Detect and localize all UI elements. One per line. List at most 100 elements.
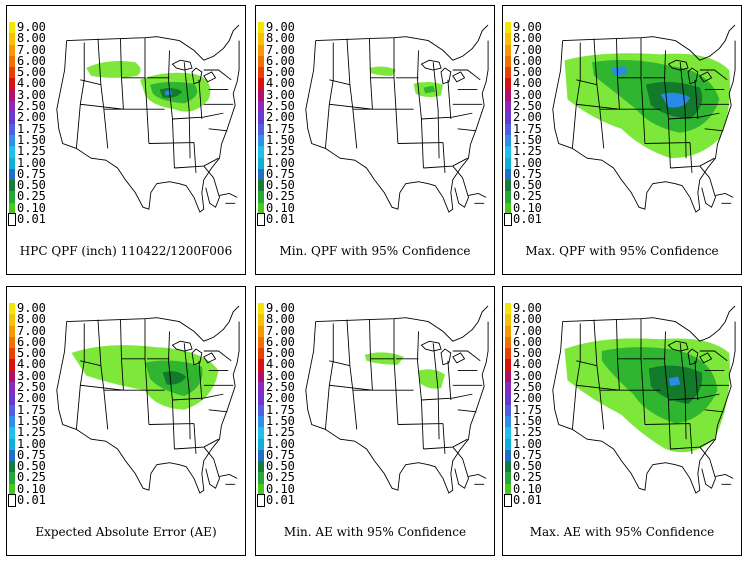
legend-label: 9.00 <box>513 20 542 34</box>
legend-swatch <box>9 325 15 337</box>
legend-swatch <box>258 438 264 450</box>
legend-row: 4.00 <box>258 358 298 371</box>
legend-swatch <box>505 303 511 315</box>
legend-row: 1.00 <box>258 157 298 169</box>
legend-row: 4.00 <box>9 358 49 371</box>
legend-row: 7.00 <box>258 42 298 57</box>
legend-swatch <box>258 404 264 416</box>
panel-title: Max. QPF with 95% Confidence <box>525 244 719 258</box>
color-legend: 9.00 8.00 7.00 6.00 5.00 4.00 3.00 2.50 2.00 1.75… <box>257 302 298 508</box>
color-legend: 9.00 8.00 7.00 6.00 5.00 4.00 3.00 2.50 2.00 1.75… <box>504 20 545 227</box>
legend-label: 0.25 <box>513 470 542 485</box>
legend-swatch <box>505 483 511 496</box>
legend-swatch <box>505 438 511 450</box>
legend-label: 2.00 <box>266 391 295 406</box>
legend-row: 4.00 <box>9 77 49 90</box>
legend-label: 5.00 <box>513 65 542 80</box>
legend-label: 0.25 <box>513 189 542 204</box>
legend-row: 3.00 <box>505 368 545 383</box>
legend-row: 5.00 <box>9 66 49 79</box>
legend-swatch <box>258 382 264 394</box>
legend-label: 0.01 <box>17 493 46 508</box>
legend-swatch <box>9 472 15 484</box>
legend-row: 0.01 <box>504 494 545 508</box>
legend-row: 7.00 <box>9 44 49 56</box>
legend-row: 0.50 <box>258 459 298 474</box>
legend-row: 1.75 <box>9 404 49 416</box>
legend-label: 2.50 <box>266 99 295 114</box>
legend-swatch <box>9 359 15 371</box>
panel-max-ae: 9.00 8.00 7.00 6.00 5.00 4.00 3.00 2.50 2.00 1.75… <box>502 286 742 556</box>
legend-label: 0.75 <box>17 166 46 181</box>
legend-row: 8.00 <box>258 313 298 326</box>
legend-swatch <box>505 393 511 405</box>
legend-row: 6.00 <box>505 336 545 349</box>
legend-row: 0.25 <box>505 470 545 485</box>
legend-swatch <box>9 191 15 203</box>
legend-label: 5.00 <box>266 346 295 361</box>
legend-swatch <box>9 89 15 102</box>
panel-expected-ae: 9.00 8.00 7.00 6.00 5.00 4.00 3.00 2.50 2.00 1.75… <box>6 286 246 556</box>
legend-label: 8.00 <box>17 312 46 327</box>
legend-label: 0.10 <box>266 481 295 496</box>
legend-swatch <box>8 213 16 227</box>
legend-swatch <box>9 44 15 56</box>
legend-label: 6.00 <box>266 53 295 68</box>
legend-row: 0.01 <box>257 494 298 508</box>
legend-row: 1.25 <box>9 426 49 439</box>
legend-swatch <box>505 202 511 215</box>
legend-row: 0.01 <box>504 212 545 227</box>
legend-row: 1.75 <box>505 404 545 416</box>
legend-row: 0.50 <box>9 460 49 473</box>
legend-label: 0.50 <box>266 459 295 474</box>
legend-row: 6.00 <box>9 336 49 349</box>
legend-swatch <box>9 393 15 405</box>
legend-swatch <box>505 78 511 90</box>
legend-label: 5.00 <box>513 346 542 361</box>
legend-row: 2.50 <box>9 100 49 113</box>
legend-label: 7.00 <box>266 42 295 57</box>
legend-row: 1.00 <box>258 438 298 450</box>
legend-label: 1.50 <box>513 413 542 428</box>
legend-label: 1.25 <box>17 144 46 159</box>
legend-row: 1.75 <box>9 123 49 135</box>
legend-row: 5.00 <box>505 65 545 80</box>
legend-swatch <box>258 303 264 315</box>
legend-label: 2.00 <box>513 391 542 406</box>
precip-map <box>552 305 736 494</box>
legend-label: 3.00 <box>513 368 542 383</box>
panel-min-ae: 9.00 8.00 7.00 6.00 5.00 4.00 3.00 2.50 2.00 1.75… <box>255 286 495 556</box>
legend-swatch <box>258 314 264 326</box>
legend-label: 0.10 <box>513 481 542 496</box>
legend-swatch <box>505 123 511 135</box>
legend-swatch <box>258 157 264 169</box>
precip-map <box>305 24 489 213</box>
legend-swatch <box>504 494 512 508</box>
legend-swatch <box>9 427 15 439</box>
legend-row: 7.00 <box>505 323 545 338</box>
legend-label: 7.00 <box>513 323 542 338</box>
precip-area <box>369 66 396 76</box>
legend-label: 0.10 <box>17 200 46 215</box>
precip-map <box>305 305 489 494</box>
legend-swatch <box>9 146 15 158</box>
precip-area <box>86 61 141 78</box>
legend-swatch <box>258 55 264 68</box>
legend-label: 1.75 <box>513 121 542 136</box>
legend-row: 4.00 <box>258 77 298 90</box>
legend-row: 0.75 <box>258 449 298 462</box>
legend-label: 0.01 <box>513 212 542 227</box>
legend-row: 0.75 <box>258 168 298 181</box>
legend-label: 0.50 <box>513 178 542 193</box>
legend-swatch <box>258 325 264 337</box>
legend-swatch <box>258 461 264 473</box>
color-legend: 9.00 8.00 7.00 6.00 5.00 4.00 3.00 2.50 2.00 1.75… <box>257 21 298 227</box>
legend-row: 8.00 <box>9 32 49 45</box>
legend-row: 3.00 <box>258 370 298 383</box>
legend-row: 1.00 <box>9 157 49 169</box>
precip-map <box>56 24 240 213</box>
legend-swatch <box>258 89 264 102</box>
legend-label: 2.50 <box>17 380 46 395</box>
legend-label: 8.00 <box>266 31 295 46</box>
legend-swatch <box>8 494 16 508</box>
